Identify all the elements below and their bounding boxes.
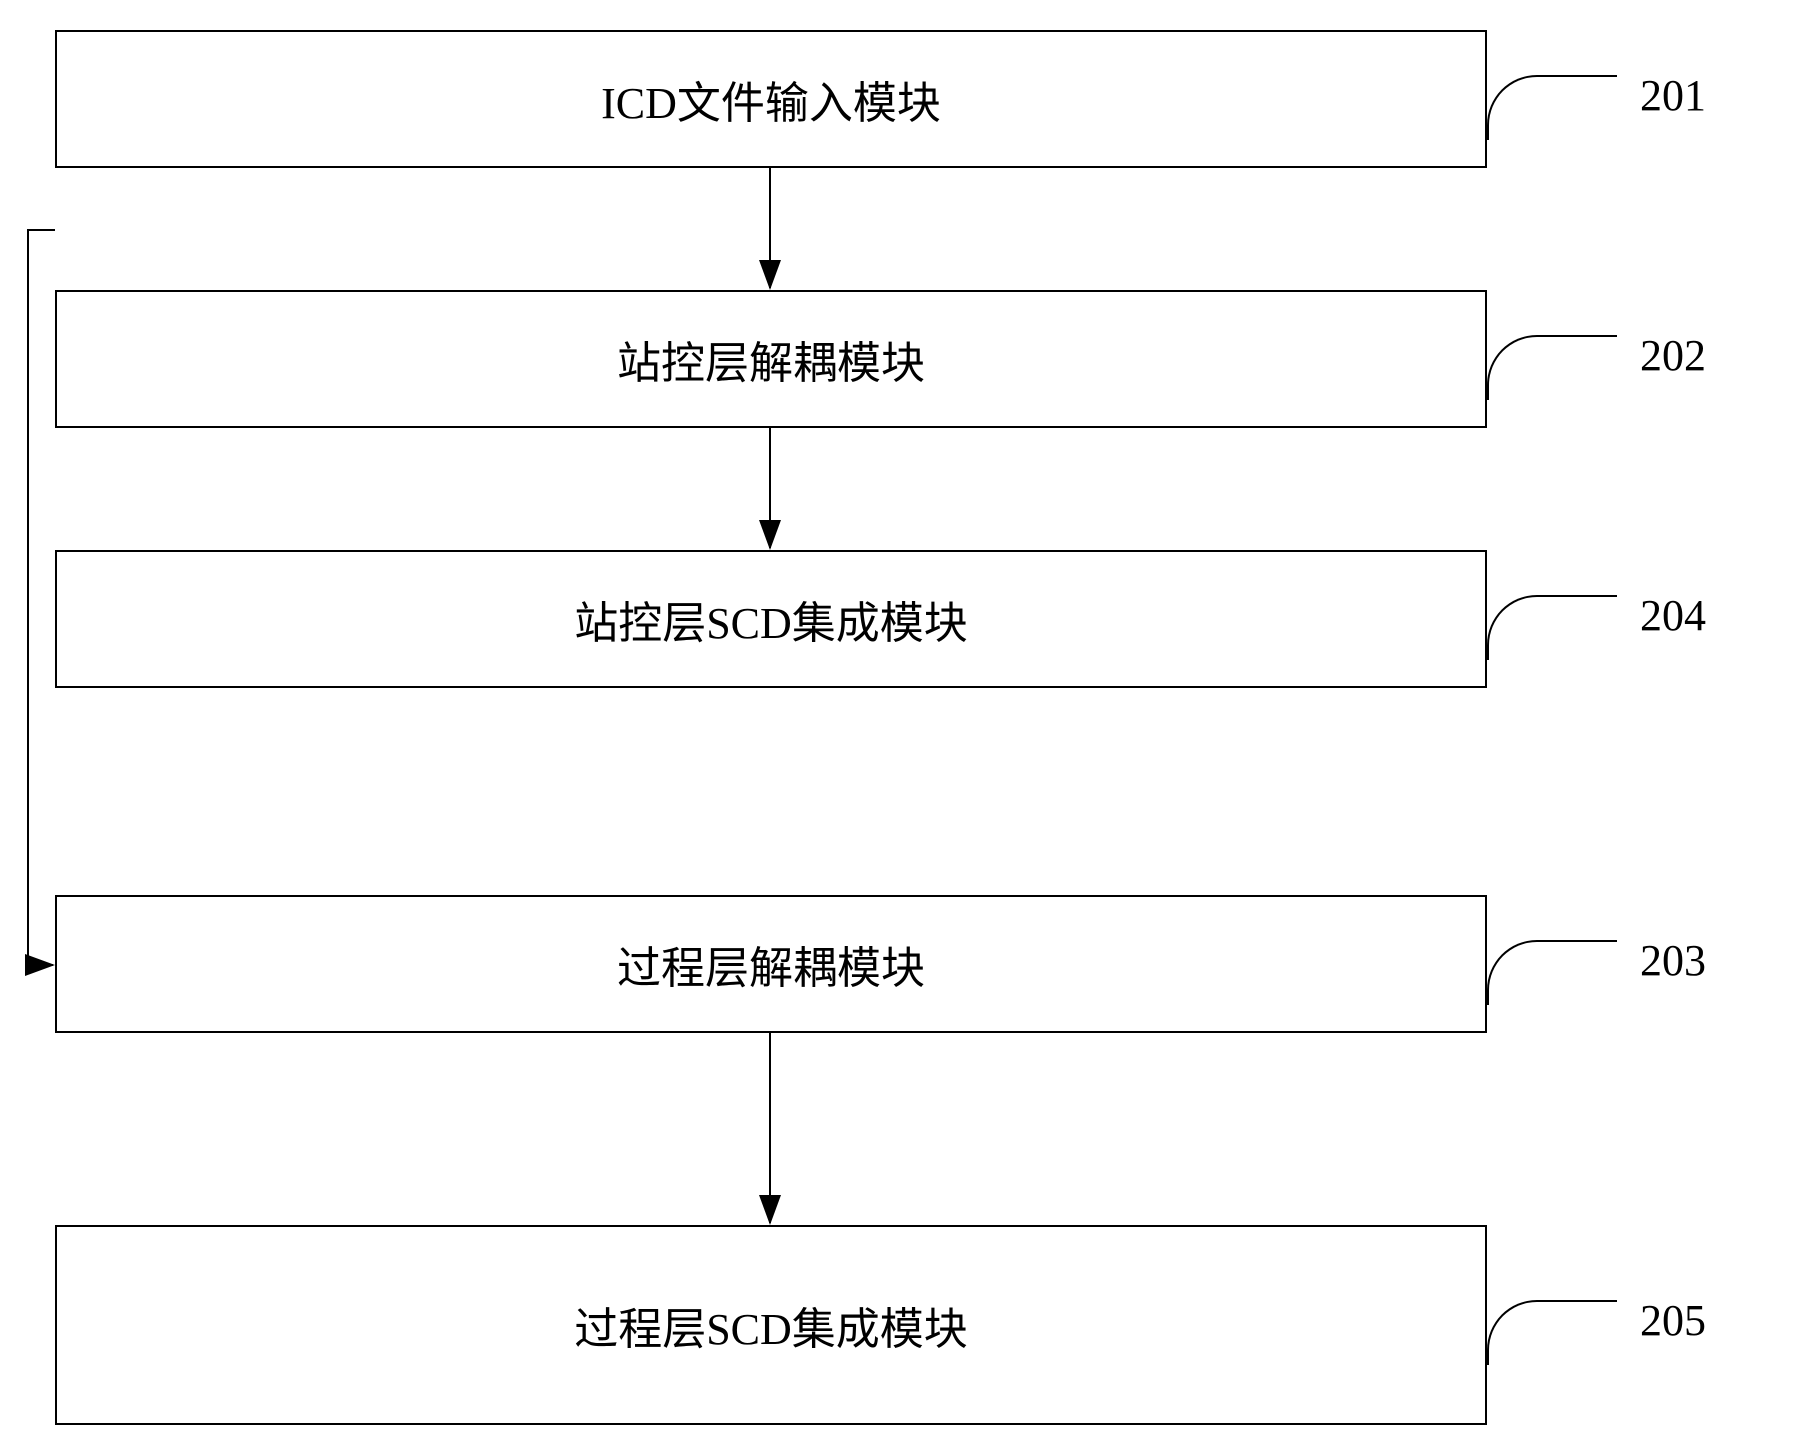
arrowhead-202	[759, 260, 781, 290]
leader-203	[1487, 940, 1617, 1005]
node-process-scd-text: 过程层SCD集成模块	[574, 1293, 968, 1357]
label-204: 204	[1640, 590, 1706, 641]
node-station-scd-text: 站控层SCD集成模块	[574, 587, 968, 651]
node-station-decouple: 站控层解耦模块	[55, 290, 1487, 428]
node-process-decouple-text: 过程层解耦模块	[617, 932, 925, 996]
label-202: 202	[1640, 330, 1706, 381]
edge-201-203	[28, 230, 55, 965]
node-icd-input: ICD文件输入模块	[55, 30, 1487, 168]
leader-201	[1487, 75, 1617, 140]
arrowhead-203	[25, 954, 55, 976]
arrowhead-205	[759, 1195, 781, 1225]
arrowhead-204	[759, 520, 781, 550]
node-process-scd: 过程层SCD集成模块	[55, 1225, 1487, 1425]
leader-204	[1487, 595, 1617, 660]
leader-205	[1487, 1300, 1617, 1365]
node-station-decouple-text: 站控层解耦模块	[617, 327, 925, 391]
label-201: 201	[1640, 70, 1706, 121]
node-icd-input-text: ICD文件输入模块	[601, 67, 941, 131]
node-station-scd: 站控层SCD集成模块	[55, 550, 1487, 688]
node-process-decouple: 过程层解耦模块	[55, 895, 1487, 1033]
label-205: 205	[1640, 1295, 1706, 1346]
leader-202	[1487, 335, 1617, 400]
label-203: 203	[1640, 935, 1706, 986]
